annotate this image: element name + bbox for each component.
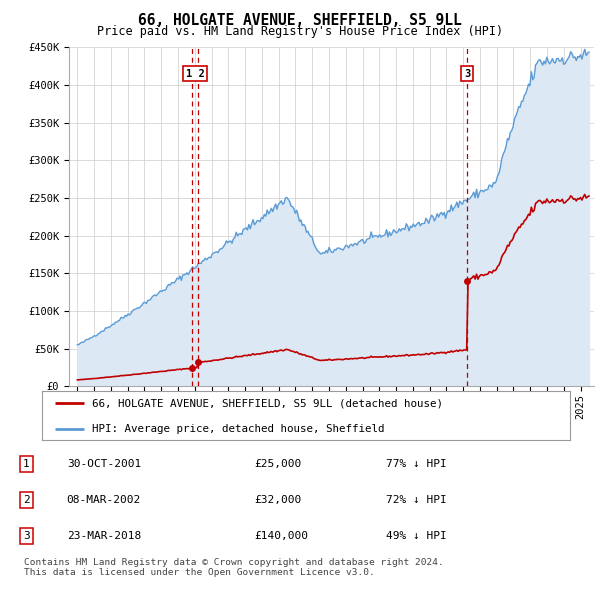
Text: 23-MAR-2018: 23-MAR-2018 [67, 532, 141, 542]
Text: 66, HOLGATE AVENUE, SHEFFIELD, S5 9LL: 66, HOLGATE AVENUE, SHEFFIELD, S5 9LL [138, 13, 462, 28]
Text: £25,000: £25,000 [254, 460, 301, 469]
Text: 66, HOLGATE AVENUE, SHEFFIELD, S5 9LL (detached house): 66, HOLGATE AVENUE, SHEFFIELD, S5 9LL (d… [92, 398, 443, 408]
Text: £140,000: £140,000 [254, 532, 308, 542]
Text: £32,000: £32,000 [254, 496, 301, 506]
Text: Price paid vs. HM Land Registry's House Price Index (HPI): Price paid vs. HM Land Registry's House … [97, 25, 503, 38]
Text: HPI: Average price, detached house, Sheffield: HPI: Average price, detached house, Shef… [92, 424, 385, 434]
Text: Contains HM Land Registry data © Crown copyright and database right 2024.
This d: Contains HM Land Registry data © Crown c… [24, 558, 444, 577]
Text: 72% ↓ HPI: 72% ↓ HPI [386, 496, 447, 506]
Text: 1: 1 [23, 460, 30, 469]
Text: 3: 3 [23, 532, 30, 542]
Text: 77% ↓ HPI: 77% ↓ HPI [386, 460, 447, 469]
Text: 3: 3 [464, 68, 470, 78]
Text: 1 2: 1 2 [185, 68, 205, 78]
Text: 49% ↓ HPI: 49% ↓ HPI [386, 532, 447, 542]
Text: 30-OCT-2001: 30-OCT-2001 [67, 460, 141, 469]
Text: 08-MAR-2002: 08-MAR-2002 [67, 496, 141, 506]
Text: 2: 2 [23, 496, 30, 506]
